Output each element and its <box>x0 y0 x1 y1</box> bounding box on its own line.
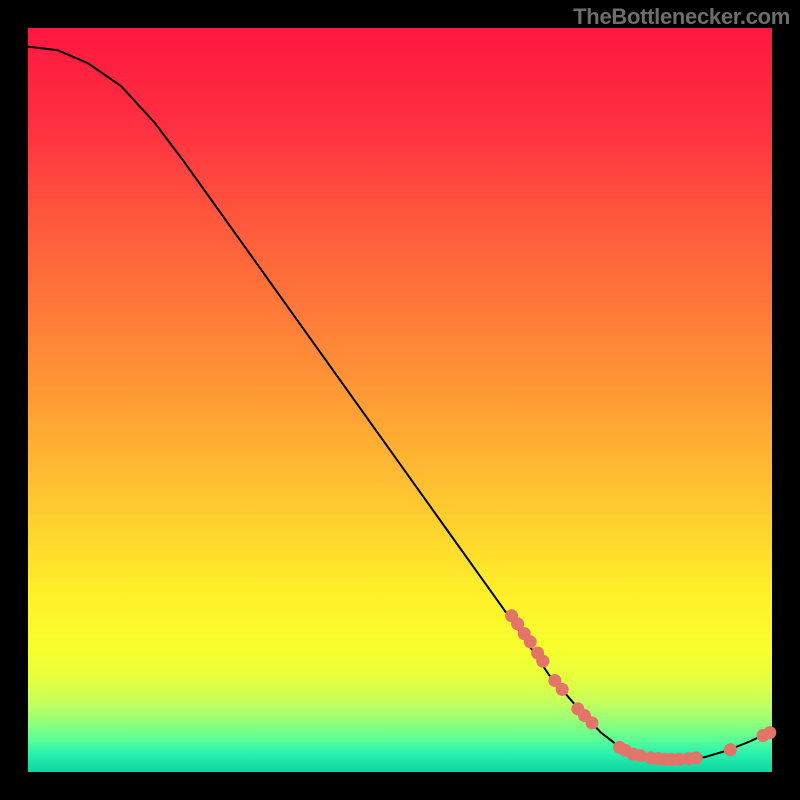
data-marker <box>724 743 737 756</box>
data-marker <box>690 751 703 764</box>
data-marker <box>586 716 599 729</box>
plot-background <box>28 28 772 772</box>
data-marker <box>536 655 549 668</box>
chart-stage: TheBottlenecker.com <box>0 0 800 800</box>
data-marker <box>556 683 569 696</box>
data-marker <box>763 726 776 739</box>
data-marker <box>524 635 537 648</box>
bottleneck-chart <box>0 0 800 800</box>
watermark-text: TheBottlenecker.com <box>573 4 790 30</box>
